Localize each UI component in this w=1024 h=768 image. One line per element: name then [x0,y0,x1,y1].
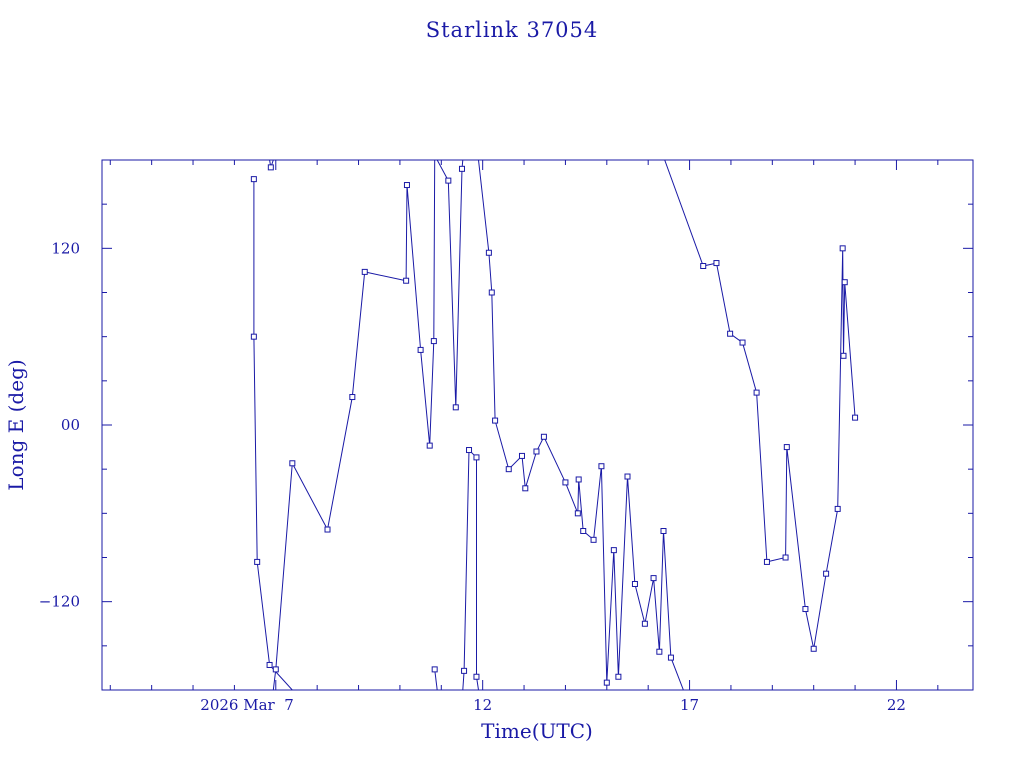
chart-title: Starlink 37054 [426,18,599,42]
data-point [473,454,480,461]
data-point [272,666,279,673]
marker-layer [250,164,859,686]
series-line [272,160,436,690]
data-point [518,452,525,459]
series-line [436,160,464,408]
y-tick-label: −120 [39,593,80,611]
data-point [840,352,847,359]
data-point [641,620,648,627]
x-axis-label: Time(UTC) [481,719,593,743]
data-point [580,528,587,534]
x-tick-labels: 2026 Mar 7 12 17 22 [200,696,906,714]
data-point [430,338,437,345]
series-line [434,669,438,690]
data-point [445,177,452,184]
data-point [727,330,734,337]
data-point [603,679,610,686]
data-point [485,249,492,256]
data-point [488,289,495,296]
data-point [254,558,261,565]
data-point [267,164,274,171]
data-point [473,673,480,680]
data-point [266,661,273,668]
data-point [783,444,790,451]
data-point [650,575,657,582]
y-tick-labels: 120 00 −120 [39,239,80,610]
data-point [834,505,841,512]
data-point [250,176,257,183]
data-point [802,606,809,613]
data-point [839,245,846,252]
data-point [403,182,410,189]
series-layer [253,160,856,690]
x-tick-label: 17 [680,696,699,714]
data-point [615,673,622,680]
data-point [533,448,540,455]
data-point [598,463,605,470]
series-line [253,179,293,690]
data-point [458,165,465,172]
data-point [660,528,667,534]
y-tick-label: 00 [61,416,80,434]
y-tick-label: 120 [51,239,80,257]
data-point [461,667,468,674]
data-point [466,447,473,454]
data-point [656,648,663,655]
data-point [590,536,597,543]
data-point [624,473,631,480]
data-point [417,346,424,353]
data-point [631,581,638,587]
data-point [713,260,720,267]
x-tick-label: 12 [473,696,492,714]
x-tick-label: 2026 Mar 7 [200,696,294,714]
data-point [667,654,674,661]
data-point [610,547,617,554]
data-point [403,277,410,284]
series-line [462,448,479,690]
data-point [562,479,569,486]
data-point [349,394,356,401]
data-point [505,466,512,473]
data-point [250,333,257,340]
data-point [841,279,848,286]
data-point [361,268,368,275]
data-point [810,645,817,652]
x-tick-label: 22 [887,696,906,714]
data-point [522,485,529,492]
data-point [431,666,438,673]
data-point [575,476,582,483]
data-point [426,442,433,449]
data-point [753,389,760,396]
data-point [763,558,770,565]
series-line [478,160,684,690]
data-point [700,263,707,269]
plot-frame [101,159,974,691]
data-point [289,460,296,467]
data-point [492,417,499,424]
axis-ticks [102,160,973,690]
data-point [452,404,459,411]
data-point [823,570,830,577]
data-point [782,554,789,561]
data-point [852,414,859,421]
data-point [324,526,331,533]
data-point [574,510,581,517]
data-point [540,433,547,440]
y-axis-label: Long E (deg) [4,359,28,490]
data-point [739,339,746,346]
